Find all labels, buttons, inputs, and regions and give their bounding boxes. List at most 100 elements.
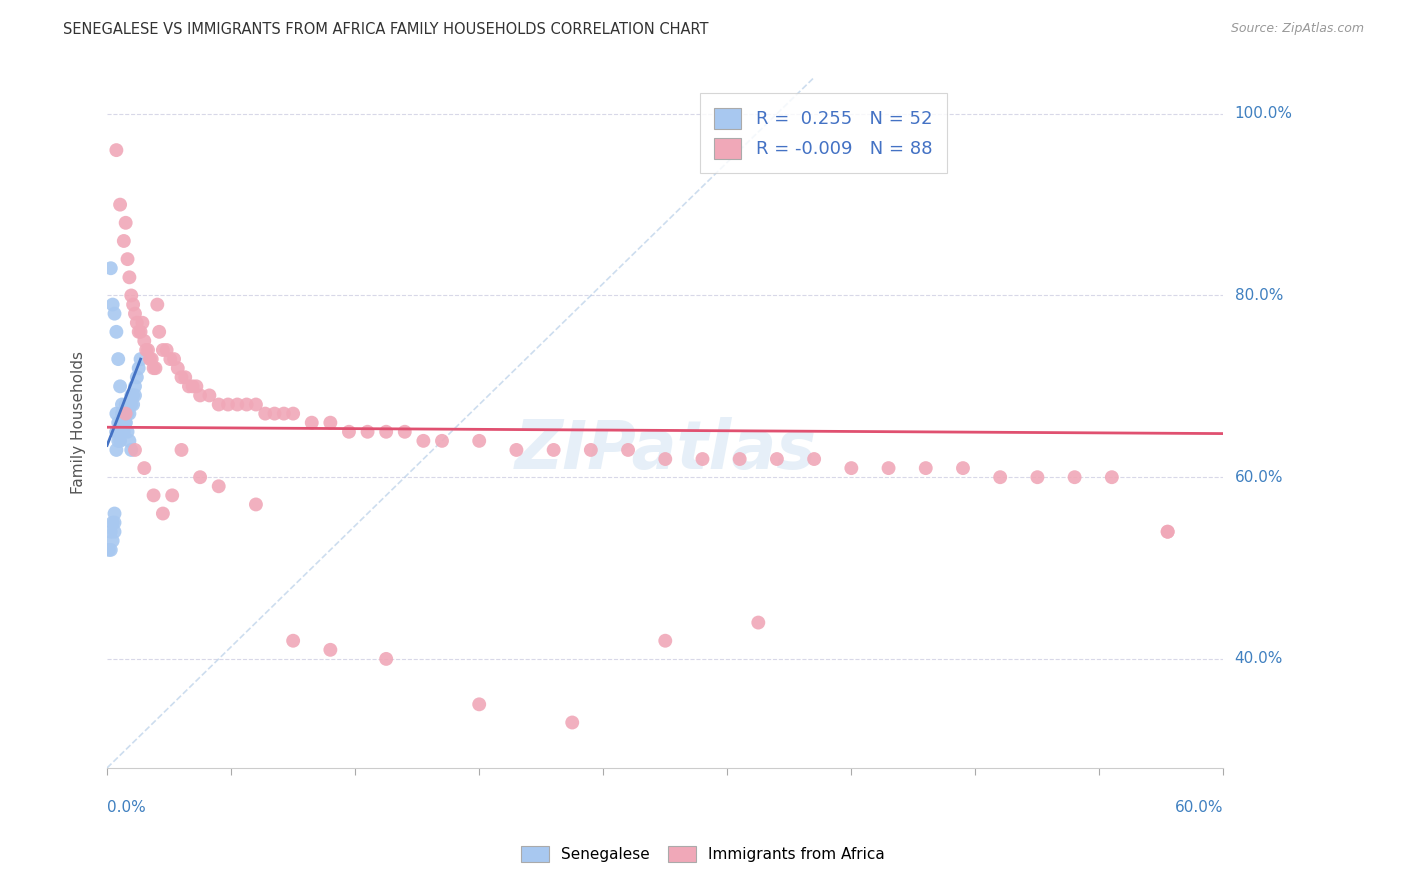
Point: [281, 633, 304, 648]
Point: [117, 397, 139, 411]
Point: [1063, 470, 1085, 484]
Point: [952, 461, 974, 475]
Point: [112, 234, 135, 248]
Text: 0.0%: 0.0%: [107, 800, 146, 814]
Point: [543, 442, 565, 457]
Point: [105, 425, 128, 439]
Point: [114, 407, 136, 421]
Point: [114, 416, 136, 430]
Point: [100, 524, 122, 539]
Point: [108, 434, 131, 448]
Point: [208, 479, 231, 493]
Point: [114, 216, 136, 230]
Point: [101, 533, 124, 548]
Point: [914, 461, 936, 475]
Point: [988, 470, 1011, 484]
Point: [108, 425, 131, 439]
Point: [505, 442, 527, 457]
Text: SENEGALESE VS IMMIGRANTS FROM AFRICA FAMILY HOUSEHOLDS CORRELATION CHART: SENEGALESE VS IMMIGRANTS FROM AFRICA FAM…: [63, 22, 709, 37]
Point: [122, 388, 145, 402]
Point: [142, 361, 165, 376]
Point: [654, 633, 676, 648]
Point: [301, 416, 323, 430]
Point: [152, 343, 174, 357]
Point: [117, 252, 139, 267]
Point: [145, 361, 167, 376]
Point: [728, 452, 751, 467]
Point: [112, 407, 135, 421]
Point: [579, 442, 602, 457]
Point: [105, 143, 128, 157]
Point: [97, 542, 120, 557]
Point: [245, 397, 267, 411]
Point: [136, 343, 159, 357]
Point: [129, 352, 152, 367]
Point: [468, 434, 491, 448]
Point: [125, 316, 148, 330]
Point: [128, 361, 150, 376]
Point: [152, 507, 174, 521]
Point: [174, 370, 197, 384]
Point: [337, 425, 360, 439]
Point: [208, 397, 231, 411]
Point: [108, 416, 131, 430]
Point: [170, 442, 193, 457]
Text: 80.0%: 80.0%: [1234, 288, 1282, 303]
Point: [281, 407, 304, 421]
Point: [163, 352, 186, 367]
Point: [803, 452, 825, 467]
Point: [135, 343, 157, 357]
Text: 60.0%: 60.0%: [1175, 800, 1223, 814]
Point: [111, 425, 134, 439]
Point: [188, 388, 211, 402]
Point: [118, 397, 141, 411]
Point: [1156, 524, 1178, 539]
Point: [129, 325, 152, 339]
Point: [100, 542, 122, 557]
Point: [319, 416, 342, 430]
Point: [108, 197, 131, 211]
Point: [128, 325, 150, 339]
Point: [118, 407, 141, 421]
Point: [692, 452, 714, 467]
Point: [122, 397, 145, 411]
Point: [117, 407, 139, 421]
Point: [107, 416, 129, 430]
Text: 60.0%: 60.0%: [1234, 470, 1284, 484]
Point: [122, 297, 145, 311]
Text: ZIPatlas: ZIPatlas: [515, 417, 817, 483]
Point: [226, 397, 249, 411]
Point: [105, 325, 128, 339]
Point: [134, 461, 156, 475]
Point: [118, 434, 141, 448]
Point: [235, 397, 257, 411]
Point: [561, 715, 583, 730]
Point: [134, 334, 156, 348]
Point: [100, 261, 122, 276]
Point: [156, 343, 179, 357]
Point: [254, 407, 277, 421]
Point: [319, 642, 342, 657]
Point: [131, 316, 153, 330]
Point: [160, 488, 183, 502]
Point: [107, 434, 129, 448]
Point: [177, 379, 200, 393]
Legend: Senegalese, Immigrants from Africa: Senegalese, Immigrants from Africa: [515, 840, 891, 868]
Point: [114, 407, 136, 421]
Y-axis label: Family Households: Family Households: [72, 351, 86, 494]
Point: [101, 297, 124, 311]
Point: [188, 470, 211, 484]
Point: [112, 425, 135, 439]
Point: [141, 352, 163, 367]
Point: [105, 407, 128, 421]
Point: [103, 524, 125, 539]
Point: [394, 425, 416, 439]
Text: Source: ZipAtlas.com: Source: ZipAtlas.com: [1230, 22, 1364, 36]
Legend: R =  0.255   N = 52, R = -0.009   N = 88: R = 0.255 N = 52, R = -0.009 N = 88: [700, 94, 946, 173]
Point: [105, 425, 128, 439]
Point: [114, 397, 136, 411]
Point: [107, 425, 129, 439]
Point: [124, 388, 146, 402]
Point: [468, 698, 491, 712]
Point: [125, 370, 148, 384]
